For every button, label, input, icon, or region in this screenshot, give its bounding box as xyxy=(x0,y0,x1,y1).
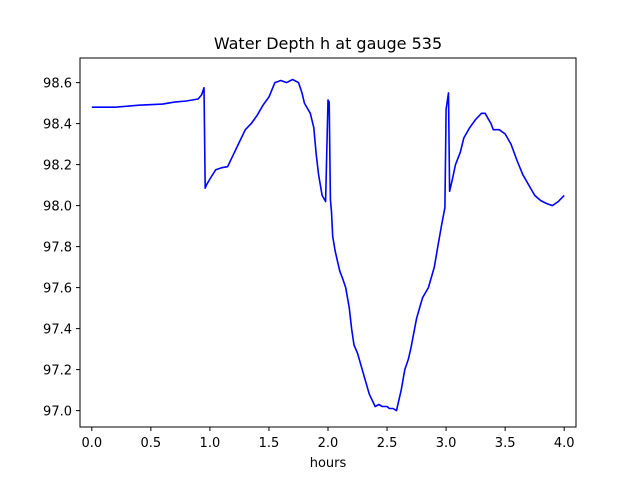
x-axis-label: hours xyxy=(310,456,347,471)
y-tick-label: 97.0 xyxy=(43,405,72,420)
y-tick-label: 98.0 xyxy=(43,200,72,215)
y-tick-label: 98.6 xyxy=(43,77,72,92)
x-tick-label: 0.5 xyxy=(141,436,162,451)
x-tick-label: 1.0 xyxy=(200,436,221,451)
plot-area xyxy=(91,78,565,412)
x-tick-label: 3.5 xyxy=(495,436,516,451)
y-axis: 97.0 97.2 97.4 97.6 97.8 98.0 98.2 98.4 98.6 xyxy=(43,77,80,420)
x-tick-label: 0.0 xyxy=(81,436,102,451)
y-tick-label: 97.2 xyxy=(43,364,72,379)
x-tick-label: 4.0 xyxy=(554,436,575,451)
y-tick-label: 98.2 xyxy=(43,159,72,174)
x-tick-label: 1.5 xyxy=(259,436,280,451)
x-axis: 0.0 0.5 1.0 1.5 2.0 2.5 3.0 3.5 4.0 xyxy=(81,427,575,451)
y-tick-label: 97.6 xyxy=(43,282,72,297)
y-tick-label: 97.4 xyxy=(43,323,72,338)
x-tick-label: 2.5 xyxy=(377,436,398,451)
x-tick-label: 3.0 xyxy=(436,436,457,451)
y-tick-label: 97.8 xyxy=(43,241,72,256)
x-tick-label: 2.0 xyxy=(318,436,339,451)
y-tick-label: 98.4 xyxy=(43,118,72,133)
chart-title: Water Depth h at gauge 535 xyxy=(214,34,442,53)
series-line xyxy=(91,78,565,412)
